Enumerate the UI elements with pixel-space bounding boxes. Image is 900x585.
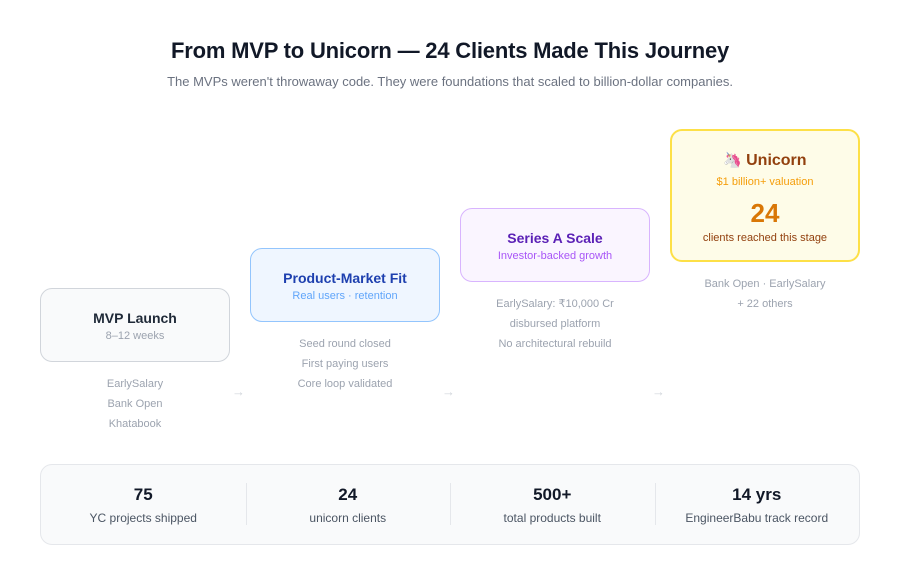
stage-series-a-scale: Series A Scale Investor-backed growth Ea… — [460, 208, 650, 354]
stage-note: First paying users — [301, 358, 389, 370]
unicorn-count-caption: clients reached this stage — [702, 232, 828, 244]
stage-card: Product-Market Fit Real users · retentio… — [250, 248, 440, 322]
stage-note: Bank Open — [107, 398, 163, 410]
stage-note: Seed round closed — [299, 338, 391, 350]
stage-title: Product-Market Fit — [283, 270, 407, 286]
stage-note: EarlySalary — [106, 378, 164, 390]
stat-value: 14 yrs — [732, 484, 782, 504]
stage-card: MVP Launch 8–12 weeks — [40, 288, 230, 362]
stage-note: Khatabook — [108, 418, 162, 430]
page-title: From MVP to Unicorn — 24 Clients Made Th… — [170, 38, 730, 63]
stat-label: unicorn clients — [309, 510, 387, 525]
stage-mvp-launch: MVP Launch 8–12 weeks EarlySalary Bank O… — [40, 288, 230, 434]
stage-title-text: Unicorn — [746, 152, 807, 169]
unicorn-icon: 🦄 — [723, 152, 743, 169]
stat-unicorn-clients: 24 unicorn clients — [245, 482, 451, 525]
stats-bar: 75 YC projects shipped 24 unicorn client… — [40, 464, 860, 545]
stat-value: 500+ — [533, 484, 572, 504]
arrow-right-icon: → — [232, 384, 245, 399]
stat-value: 24 — [338, 484, 358, 504]
stage-notes: Bank Open · EarlySalary + 22 others — [670, 274, 860, 314]
stat-track-record: 14 yrs EngineerBabu track record — [654, 482, 860, 525]
stage-subtitle: 8–12 weeks — [105, 330, 165, 342]
stage-subtitle: $1 billion+ valuation — [716, 176, 814, 188]
stage-note: EarlySalary: ₹10,000 Cr — [496, 298, 614, 310]
stage-note: disbursed platform — [509, 318, 601, 330]
stage-notes: EarlySalary: ₹10,000 Cr disbursed platfo… — [460, 294, 650, 354]
arrow-right-icon: → — [442, 384, 455, 399]
stage-note: No architectural rebuild — [498, 338, 612, 350]
stage-unicorn: 🦄 Unicorn $1 billion+ valuation 24 client… — [670, 129, 860, 314]
stat-yc-projects: 75 YC projects shipped — [41, 485, 246, 525]
stat-label: YC projects shipped — [89, 510, 197, 525]
stage-subtitle: Real users · retention — [292, 290, 398, 302]
stage-notes: EarlySalary Bank Open Khatabook — [40, 374, 230, 434]
stat-label: total products built — [503, 510, 601, 525]
stat-value: 75 — [133, 484, 153, 504]
stat-products-built: 500+ total products built — [450, 482, 655, 525]
stage-note: Bank Open · EarlySalary — [704, 278, 826, 290]
arrow-right-icon: → — [652, 384, 665, 399]
page-subtitle: The MVPs weren't throwaway code. They we… — [167, 74, 733, 89]
stage-title: MVP Launch — [93, 310, 177, 326]
stage-subtitle: Investor-backed growth — [497, 250, 613, 262]
stat-label: EngineerBabu track record — [685, 510, 829, 525]
stage-product-market-fit: Product-Market Fit Real users · retentio… — [250, 248, 440, 394]
stage-card: 🦄 Unicorn $1 billion+ valuation 24 client… — [670, 129, 860, 262]
stage-note: + 22 others — [737, 298, 793, 310]
stage-card: Series A Scale Investor-backed growth — [460, 208, 650, 282]
stage-note: Core loop validated — [297, 378, 393, 390]
stage-title: Series A Scale — [507, 230, 603, 246]
unicorn-count: 24 — [750, 198, 780, 228]
stage-notes: Seed round closed First paying users Cor… — [250, 334, 440, 394]
stage-title: 🦄 Unicorn — [672, 151, 858, 170]
